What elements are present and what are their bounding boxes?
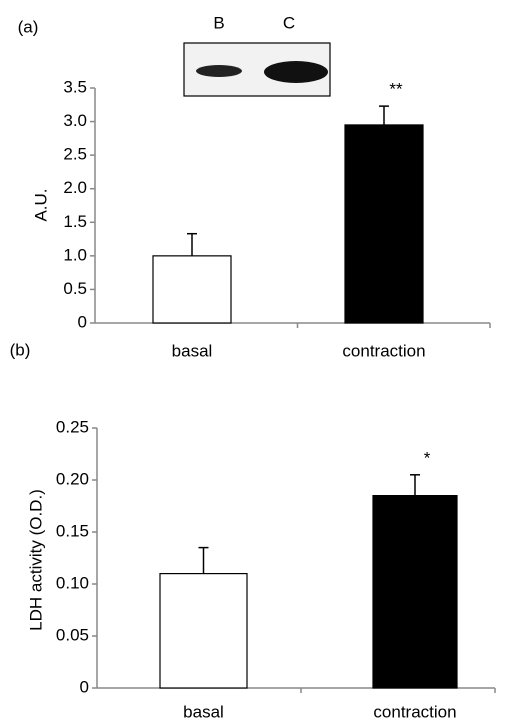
panel-label: (a): [18, 17, 39, 36]
y-tick-label: 0.25: [56, 417, 89, 436]
x-tick-label: basal: [183, 702, 224, 721]
blot-band: [196, 65, 242, 77]
y-axis-label: A.U.: [31, 188, 50, 221]
y-tick-label: 1.0: [63, 245, 87, 264]
y-tick-label: 0.10: [56, 573, 89, 592]
page: (a) B C A.U. 0 0.5 1.0 1.5 2.0 2.5 3.0 3.5 basal cont…: [0, 0, 507, 724]
y-tick-label: 0.15: [56, 521, 89, 540]
bar: [345, 125, 423, 323]
y-tick-label: 0: [78, 312, 87, 331]
y-tick-label: 0: [80, 677, 89, 696]
x-tick-label: basal: [172, 341, 213, 360]
blot-label: C: [283, 13, 295, 32]
blot-band: [264, 61, 328, 83]
panel-label: (b): [10, 340, 31, 359]
bar: [153, 256, 231, 323]
y-tick-label: 1.5: [63, 212, 87, 231]
y-tick-label: 0.5: [63, 279, 87, 298]
x-tick-label: contraction: [342, 341, 425, 360]
figure: (a) B C A.U. 0 0.5 1.0 1.5 2.0 2.5 3.0 3.5 basal cont…: [0, 0, 507, 724]
bar: [373, 496, 457, 688]
significance-marker: **: [389, 80, 403, 99]
y-tick-label: 2.5: [63, 145, 87, 164]
x-tick-label: contraction: [373, 702, 456, 721]
bar: [160, 574, 247, 688]
y-tick-label: 0.05: [56, 625, 89, 644]
y-tick-label: 0.20: [56, 469, 89, 488]
y-tick-label: 2.0: [63, 178, 87, 197]
blot-label: B: [213, 13, 224, 32]
y-axis-label: LDH activity (O.D.): [26, 489, 45, 631]
y-tick-label: 3.5: [63, 77, 87, 96]
significance-marker: *: [424, 448, 431, 467]
y-tick-label: 3.0: [63, 111, 87, 130]
